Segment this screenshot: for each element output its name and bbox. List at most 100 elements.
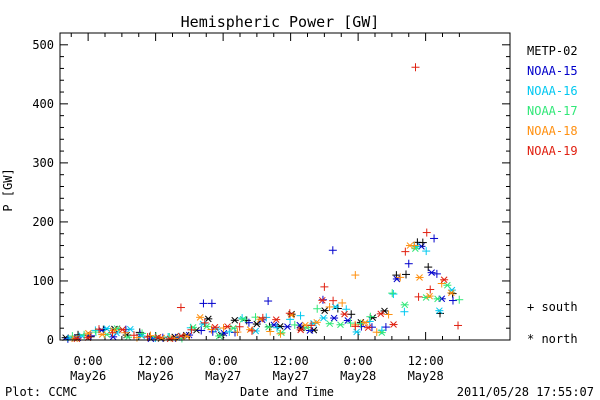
marker-legend-entry: * north (527, 332, 578, 346)
data-point-south (351, 271, 360, 280)
x-tick-time-label: 0:00 (74, 354, 103, 368)
x-tick-date-label: May26 (70, 369, 106, 383)
x-tick-time-label: 0:00 (209, 354, 238, 368)
data-point-south (448, 296, 457, 305)
data-point-south (199, 299, 208, 308)
data-point-north (336, 321, 345, 329)
data-point-south (365, 317, 374, 326)
data-point-north (447, 289, 456, 297)
data-point-south (384, 310, 393, 319)
data-point-south (346, 319, 355, 328)
data-point-north (325, 320, 334, 328)
data-point-north (126, 325, 135, 333)
data-points (61, 63, 464, 343)
data-point-north (246, 326, 255, 334)
plot-credit: Plot: CCMC (5, 385, 77, 399)
data-point-south (307, 321, 316, 330)
data-point-south (290, 320, 299, 329)
x-tick-time-label: 12:00 (408, 354, 444, 368)
data-point-south (347, 310, 356, 319)
data-point-north (380, 307, 389, 315)
data-point-south (333, 304, 342, 313)
data-point-south (138, 329, 147, 338)
data-point-north (361, 319, 370, 326)
data-point-north (272, 316, 281, 323)
data-point-north (400, 301, 409, 309)
data-point-south (176, 303, 185, 312)
data-point-south (338, 298, 347, 307)
y-axis: 0 100 200 300 400 500 (32, 38, 510, 347)
x-axis-label: Date and Time (240, 385, 334, 399)
data-point-north (389, 321, 398, 328)
data-point-north (72, 335, 81, 343)
data-point-south (422, 247, 431, 256)
data-point-north (312, 318, 321, 326)
data-point-south (454, 321, 463, 330)
data-point-north (215, 332, 224, 340)
plot-frame (59, 32, 511, 341)
data-point-south (129, 331, 138, 340)
y-tick-label: 100 (32, 274, 54, 288)
y-tick-label: 200 (32, 215, 54, 229)
y-tick-label: 0 (47, 333, 54, 347)
data-point-south (432, 269, 441, 278)
data-point-south (197, 326, 206, 335)
data-point-south (328, 246, 337, 255)
data-point-south (411, 63, 420, 72)
data-point-south (313, 304, 322, 313)
data-point-south (455, 295, 464, 304)
data-point-north (154, 333, 163, 341)
data-point-north (320, 307, 329, 314)
data-point-north (296, 326, 305, 334)
data-point-north (229, 324, 238, 332)
data-point-south (381, 323, 390, 332)
data-point-south (400, 307, 409, 316)
x-tick-time-label: 12:00 (138, 354, 174, 368)
data-point-north (196, 313, 205, 321)
data-point-south (207, 299, 216, 308)
data-point-north (330, 314, 339, 322)
data-point-north (440, 276, 449, 284)
marker-legend-entry: + south (527, 300, 578, 314)
data-point-south (422, 228, 431, 237)
data-point-south (426, 285, 435, 294)
data-point-south (351, 322, 360, 331)
data-point-south (296, 311, 305, 320)
data-point-north (425, 292, 434, 300)
y-tick-label: 400 (32, 97, 54, 111)
x-axis: 0:00May2612:00May260:00May2712:00May270:… (70, 33, 460, 383)
x-tick-date-label: May27 (205, 369, 241, 383)
x-tick-date-label: May28 (340, 369, 376, 383)
data-point-north (376, 310, 385, 318)
data-point-south (187, 325, 196, 334)
data-point-south (94, 325, 103, 334)
data-point-south (402, 270, 411, 279)
data-point-south (329, 296, 338, 305)
legend-entry: NOAA-18 (527, 124, 578, 138)
data-point-south (264, 297, 273, 306)
data-point-north (102, 325, 111, 332)
data-point-south (410, 241, 419, 250)
data-point-north (252, 320, 261, 328)
data-point-north (223, 323, 232, 330)
data-point-north (352, 328, 361, 336)
data-point-north (219, 329, 228, 337)
data-point-north (277, 329, 286, 337)
x-tick-date-label: May28 (408, 369, 444, 383)
data-point-north (166, 335, 175, 343)
legend-entry: NOAA-17 (527, 104, 578, 118)
data-point-south (401, 247, 410, 256)
data-point-south (356, 319, 365, 328)
y-axis-label: P [GW] (1, 168, 15, 211)
data-point-south (273, 323, 282, 332)
data-point-south (389, 290, 398, 299)
data-point-north (427, 269, 436, 277)
data-point-south (91, 326, 100, 335)
data-point-south (325, 302, 334, 311)
data-point-north (264, 323, 273, 331)
x-tick-time-label: 0:00 (344, 354, 373, 368)
data-point-south (430, 234, 439, 243)
data-point-south (366, 312, 375, 321)
y-tick-label: 300 (32, 156, 54, 170)
data-point-north (319, 314, 328, 322)
